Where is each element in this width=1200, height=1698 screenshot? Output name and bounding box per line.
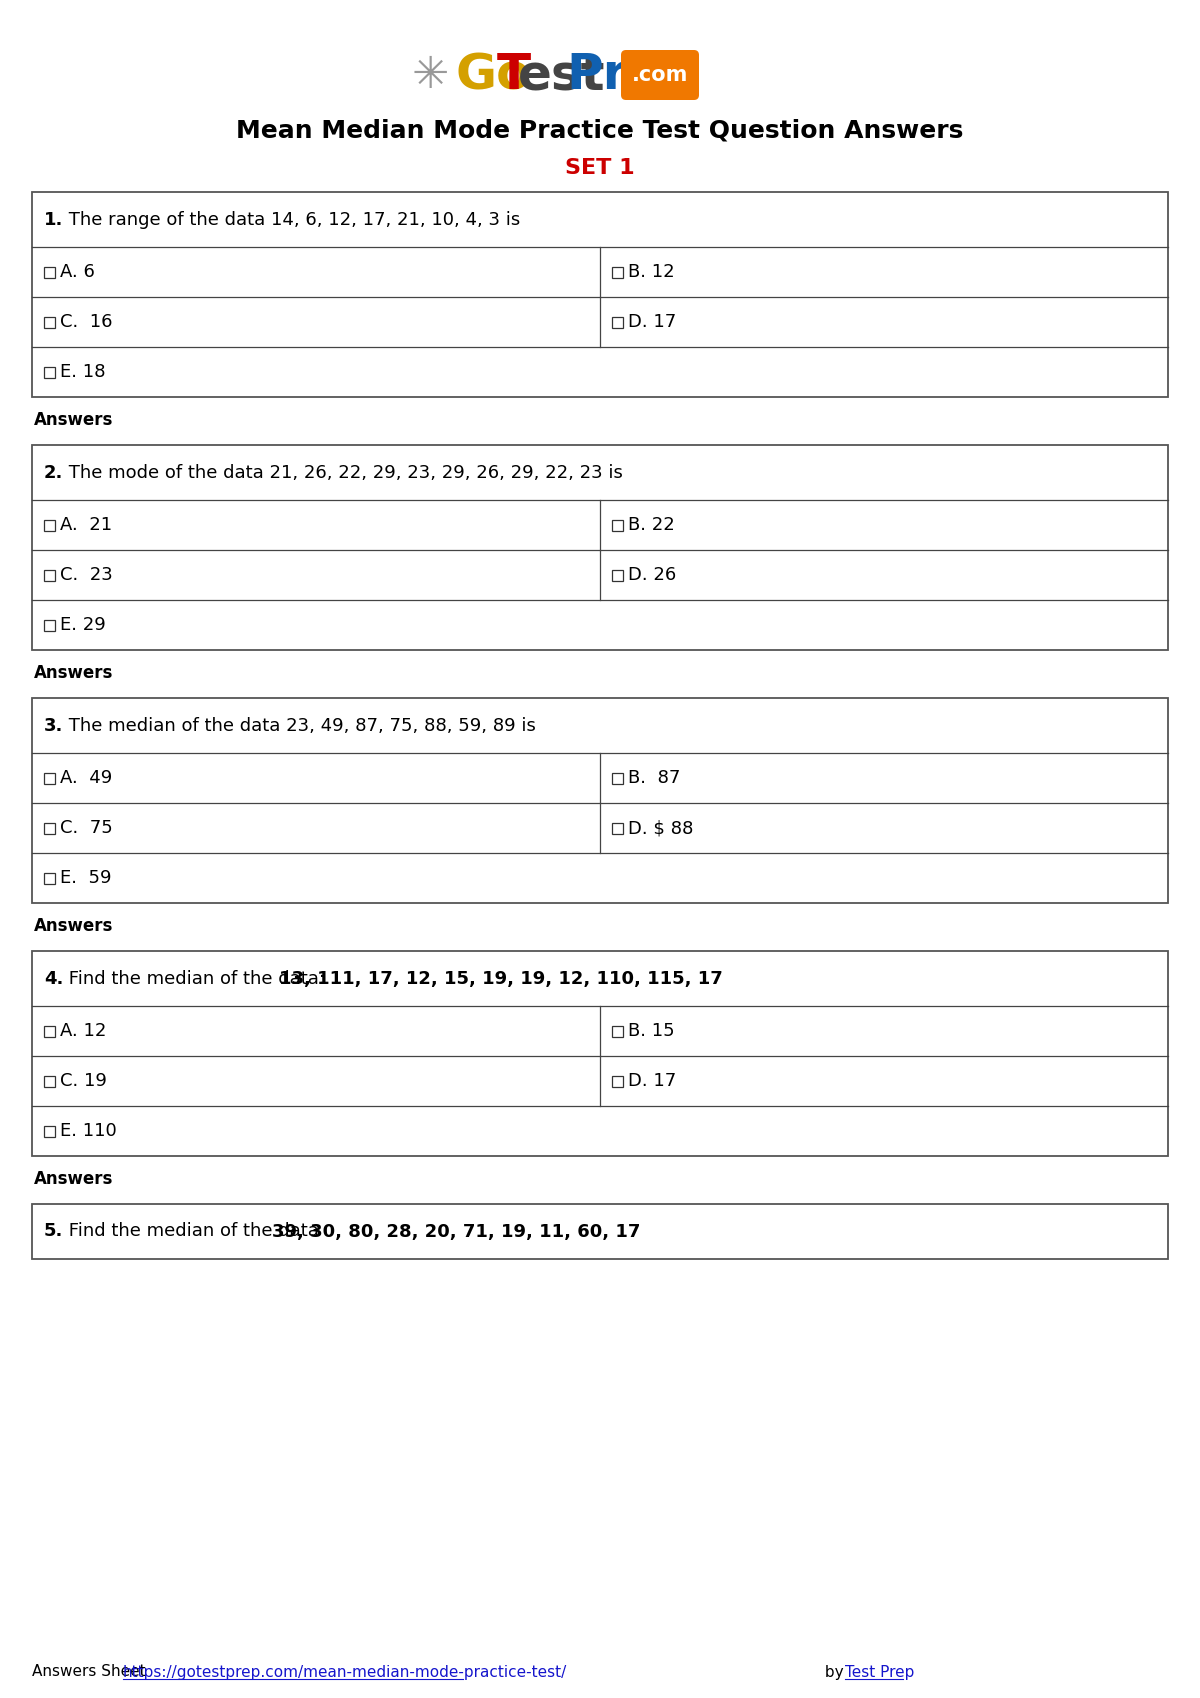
Text: 4.: 4.	[44, 970, 64, 988]
Text: The median of the data 23, 49, 87, 75, 88, 59, 89 is: The median of the data 23, 49, 87, 75, 8…	[64, 717, 536, 735]
Bar	[32, 192, 1168, 397]
Text: E.  59: E. 59	[60, 869, 112, 886]
Text: Answers: Answers	[34, 1170, 113, 1189]
Text: Find the median of the data: Find the median of the data	[64, 1223, 325, 1241]
Text: Test Prep: Test Prep	[845, 1664, 914, 1679]
Bar	[32, 1204, 1168, 1258]
Bar	[44, 620, 55, 630]
Bar	[612, 569, 623, 581]
Text: E. 110: E. 110	[60, 1122, 116, 1139]
Text: B. 12: B. 12	[628, 263, 674, 280]
FancyBboxPatch shape	[622, 49, 698, 100]
Text: Answers: Answers	[34, 664, 113, 683]
Text: 5.: 5.	[44, 1223, 64, 1241]
Text: A.  21: A. 21	[60, 516, 112, 533]
Text: D. 17: D. 17	[628, 312, 677, 331]
Text: B. 15: B. 15	[628, 1022, 674, 1039]
Bar	[612, 822, 623, 834]
Bar	[44, 1026, 55, 1036]
Text: E. 18: E. 18	[60, 363, 106, 380]
Bar	[44, 520, 55, 530]
Bar	[32, 698, 1168, 903]
Text: C. 19: C. 19	[60, 1071, 107, 1090]
Bar	[32, 445, 1168, 650]
Text: The range of the data 14, 6, 12, 17, 21, 10, 4, 3 is: The range of the data 14, 6, 12, 17, 21,…	[64, 211, 521, 229]
Text: A. 12: A. 12	[60, 1022, 107, 1039]
Bar	[32, 951, 1168, 1156]
Text: 3.: 3.	[44, 717, 64, 735]
Bar	[44, 773, 55, 783]
Bar	[612, 316, 623, 328]
Text: B.  87: B. 87	[628, 769, 680, 786]
Text: est: est	[518, 51, 606, 98]
Text: by: by	[820, 1664, 848, 1679]
Text: D. 26: D. 26	[628, 565, 677, 584]
Bar	[612, 1075, 623, 1087]
Text: ✳: ✳	[412, 54, 449, 97]
Bar	[44, 367, 55, 377]
Bar	[44, 316, 55, 328]
Text: T: T	[497, 51, 532, 98]
Bar	[612, 773, 623, 783]
Text: 39, 30, 80, 28, 20, 71, 19, 11, 60, 17: 39, 30, 80, 28, 20, 71, 19, 11, 60, 17	[272, 1223, 640, 1241]
Text: https://gotestprep.com/mean-median-mode-practice-test/: https://gotestprep.com/mean-median-mode-…	[124, 1664, 568, 1679]
Text: 13, 111, 17, 12, 15, 19, 19, 12, 110, 115, 17: 13, 111, 17, 12, 15, 19, 19, 12, 110, 11…	[278, 970, 722, 988]
Text: Answers: Answers	[34, 411, 113, 430]
Text: C.  16: C. 16	[60, 312, 113, 331]
Bar	[44, 267, 55, 277]
Text: D. 17: D. 17	[628, 1071, 677, 1090]
Text: Mean Median Mode Practice Test Question Answers: Mean Median Mode Practice Test Question …	[236, 117, 964, 143]
Bar	[44, 1126, 55, 1136]
Bar	[44, 569, 55, 581]
Bar	[44, 1075, 55, 1087]
Text: Answers: Answers	[34, 917, 113, 936]
Text: C.  23: C. 23	[60, 565, 113, 584]
Bar	[612, 267, 623, 277]
Text: Find the median of the data:: Find the median of the data:	[64, 970, 331, 988]
Text: A.  49: A. 49	[60, 769, 113, 786]
Text: Prep: Prep	[566, 51, 697, 98]
Bar	[44, 822, 55, 834]
Text: E. 29: E. 29	[60, 616, 106, 633]
Text: A. 6: A. 6	[60, 263, 95, 280]
Text: D. $ 88: D. $ 88	[628, 818, 694, 837]
Text: 2.: 2.	[44, 464, 64, 482]
Bar	[44, 873, 55, 883]
Bar	[612, 1026, 623, 1036]
Text: Go: Go	[455, 51, 530, 98]
Bar	[612, 520, 623, 530]
Text: B. 22: B. 22	[628, 516, 674, 533]
Text: Answers Sheet: Answers Sheet	[32, 1664, 150, 1679]
Text: C.  75: C. 75	[60, 818, 113, 837]
Text: .com: .com	[632, 65, 688, 85]
Text: 1.: 1.	[44, 211, 64, 229]
Text: SET 1: SET 1	[565, 158, 635, 178]
Text: The mode of the data 21, 26, 22, 29, 23, 29, 26, 29, 22, 23 is: The mode of the data 21, 26, 22, 29, 23,…	[64, 464, 623, 482]
